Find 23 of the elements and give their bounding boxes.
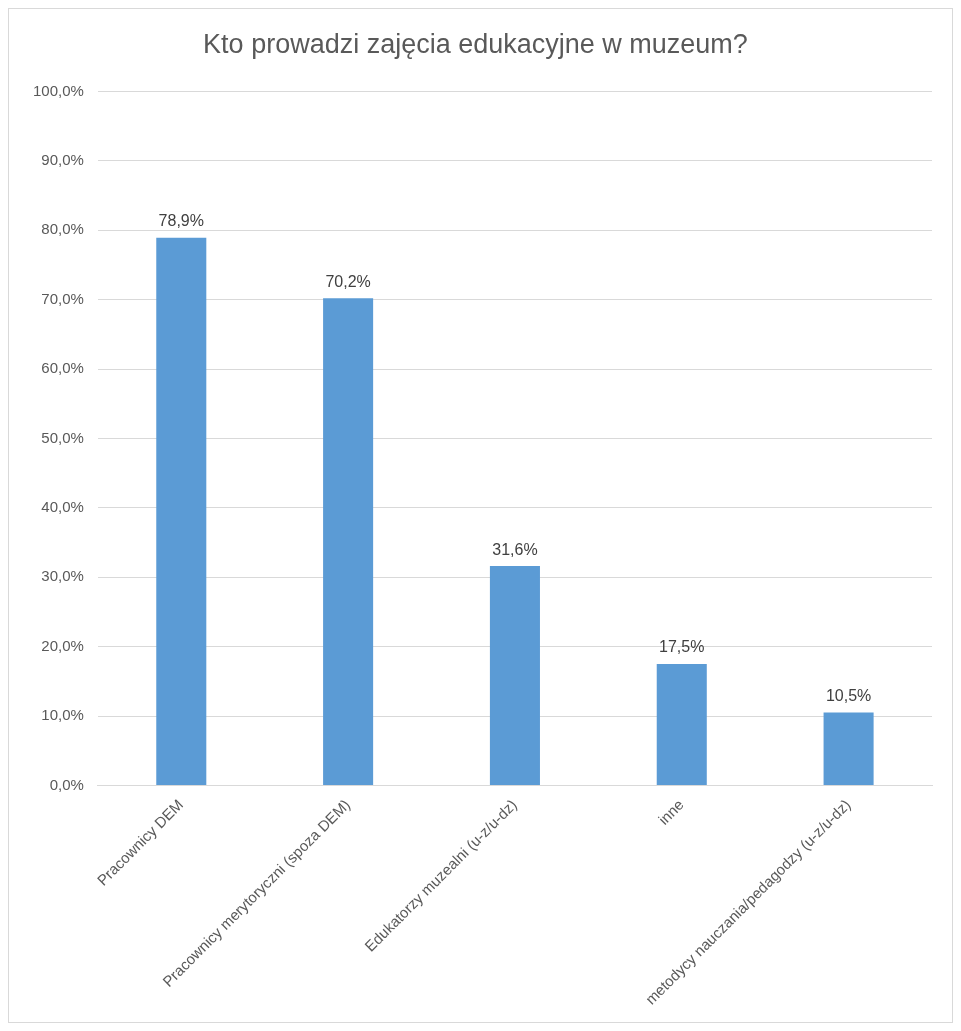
data-label: 70,2%: [325, 272, 371, 290]
data-label: 10,5%: [825, 686, 872, 704]
x-tick-label: inne: [654, 795, 687, 828]
y-tick-label: 70,0%: [41, 289, 84, 307]
bar: [489, 566, 540, 785]
data-label: 17,5%: [659, 638, 705, 656]
y-tick-label: 40,0%: [41, 497, 84, 515]
bar: [823, 712, 874, 785]
bar: [323, 298, 374, 785]
y-tick-label: 60,0%: [41, 359, 84, 377]
data-label: 78,9%: [158, 212, 204, 230]
y-tick-label: 20,0%: [41, 636, 84, 654]
y-tick-label: 0,0%: [49, 775, 84, 793]
y-tick-label: 30,0%: [41, 567, 84, 585]
bar: [656, 663, 707, 785]
y-tick-label: 10,0%: [41, 706, 84, 724]
bar: [156, 237, 207, 785]
y-tick-label: 100,0%: [33, 81, 84, 99]
data-label: 31,6%: [492, 540, 538, 558]
y-tick-label: 90,0%: [41, 150, 84, 168]
chart-title: Kto prowadzi zajęcia edukacyjne w muzeum?: [203, 28, 748, 59]
y-tick-label: 80,0%: [41, 220, 84, 238]
y-tick-label: 50,0%: [41, 428, 84, 446]
